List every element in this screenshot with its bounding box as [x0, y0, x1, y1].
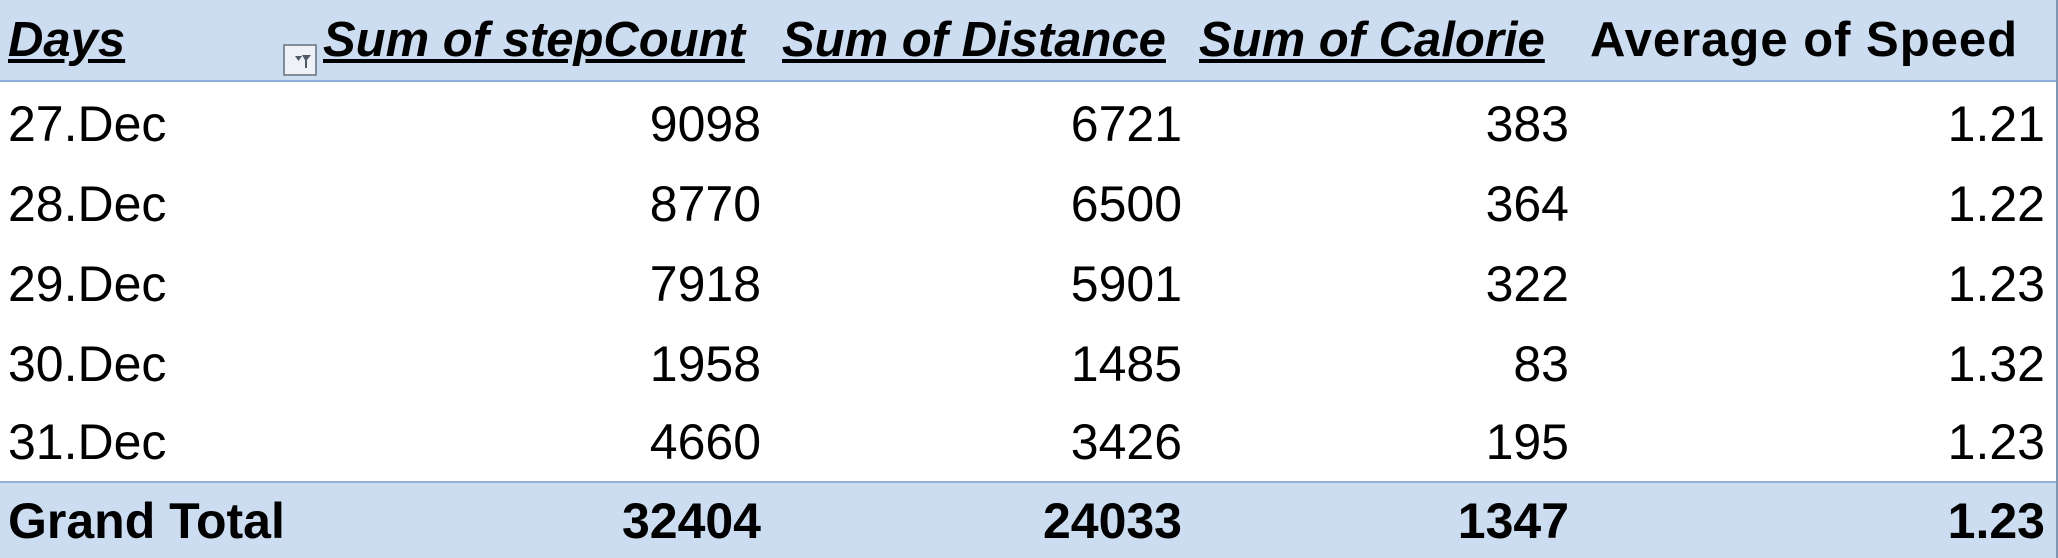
speed-column-header[interactable]: Average of Speed: [1590, 12, 2019, 67]
step-count-cell[interactable]: 8770: [649, 176, 761, 232]
speed-cell[interactable]: 1.23: [1947, 414, 2045, 470]
days-filter-button[interactable]: [283, 44, 317, 76]
grand-total-row[interactable]: Grand Total 32404 24033 1347 1.23: [0, 481, 2058, 558]
pivot-header-row: Days Sum of stepCount Sum of Distance Su…: [0, 0, 2058, 82]
distance-column-header[interactable]: Sum of Distance: [782, 12, 1166, 67]
distance-cell[interactable]: 1485: [1070, 336, 1182, 392]
day-cell[interactable]: 27.Dec: [8, 96, 167, 152]
speed-cell[interactable]: 1.23: [1947, 256, 2045, 312]
table-row[interactable]: 30.Dec 1958 1485 83 1.32: [0, 324, 2058, 404]
distance-cell[interactable]: 6500: [1070, 176, 1182, 232]
filter-dropdown-icon: [295, 55, 311, 68]
step-count-cell[interactable]: 7918: [649, 256, 761, 312]
calorie-column-header[interactable]: Sum of Calorie: [1199, 12, 1545, 67]
day-cell[interactable]: 28.Dec: [8, 176, 167, 232]
table-row[interactable]: 31.Dec 4660 3426 195 1.23: [0, 402, 2058, 482]
distance-cell[interactable]: 6721: [1070, 96, 1182, 152]
step-count-cell[interactable]: 1958: [649, 336, 761, 392]
calorie-cell[interactable]: 83: [1513, 336, 1569, 392]
days-column-header[interactable]: Days: [8, 12, 126, 67]
grand-total-speed[interactable]: 1.23: [1947, 492, 2045, 549]
distance-cell[interactable]: 5901: [1070, 256, 1182, 312]
grand-total-step-count[interactable]: 32404: [621, 492, 761, 549]
table-row[interactable]: 29.Dec 7918 5901 322 1.23: [0, 244, 2058, 324]
grand-total-label[interactable]: Grand Total: [8, 492, 285, 549]
day-cell[interactable]: 31.Dec: [8, 414, 167, 470]
day-cell[interactable]: 29.Dec: [8, 256, 167, 312]
grand-total-calorie[interactable]: 1347: [1457, 492, 1569, 549]
speed-cell[interactable]: 1.32: [1947, 336, 2045, 392]
calorie-cell[interactable]: 195: [1485, 414, 1569, 470]
speed-cell[interactable]: 1.22: [1947, 176, 2045, 232]
step-count-cell[interactable]: 4660: [649, 414, 761, 470]
grand-total-distance[interactable]: 24033: [1042, 492, 1182, 549]
table-row[interactable]: 27.Dec 9098 6721 383 1.21: [0, 84, 2058, 164]
calorie-cell[interactable]: 322: [1485, 256, 1569, 312]
step-count-cell[interactable]: 9098: [649, 96, 761, 152]
table-right-border: [2056, 0, 2058, 558]
calorie-cell[interactable]: 383: [1485, 96, 1569, 152]
speed-cell[interactable]: 1.21: [1947, 96, 2045, 152]
day-cell[interactable]: 30.Dec: [8, 336, 167, 392]
calorie-cell[interactable]: 364: [1485, 176, 1569, 232]
step-count-column-header[interactable]: Sum of stepCount: [323, 12, 745, 67]
distance-cell[interactable]: 3426: [1070, 414, 1182, 470]
table-row[interactable]: 28.Dec 8770 6500 364 1.22: [0, 164, 2058, 244]
